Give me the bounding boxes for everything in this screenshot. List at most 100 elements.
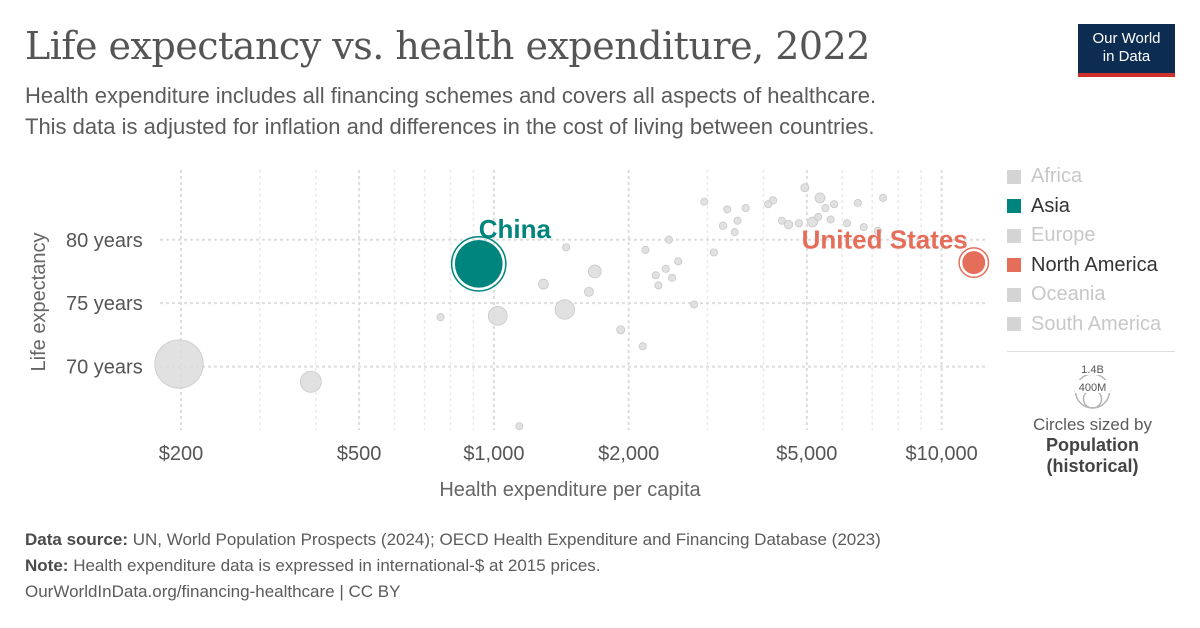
data-point (853, 198, 862, 207)
data-point (690, 300, 699, 309)
size-legend-variable-1[interactable]: Population (1046, 435, 1139, 455)
legend-item-oceania[interactable]: Oceania (1007, 280, 1197, 310)
size-legend-variable-2: (historical) (1046, 456, 1139, 476)
y-tick-label: 70 years (66, 357, 143, 379)
chart-title: Life expectancy vs. health expenditure, … (25, 24, 870, 68)
data-point (674, 257, 683, 266)
data-point (814, 192, 826, 204)
legend-item-asia[interactable]: Asia (1007, 192, 1197, 222)
note-label: Note: (25, 556, 69, 575)
data-point (587, 264, 602, 279)
legend-label-south-america: South America (1031, 312, 1162, 335)
data-point (616, 325, 626, 335)
data-point (154, 339, 204, 389)
data-point (661, 264, 670, 273)
data-point (733, 216, 742, 225)
legend-divider (1007, 351, 1175, 352)
size-legend: 1.4B 400M Circles sized by Population (h… (1015, 360, 1170, 477)
x-tick-label: $500 (337, 443, 382, 465)
data-point (961, 250, 986, 275)
x-tick-label: $10,000 (905, 443, 977, 465)
data-point (487, 306, 508, 326)
data-point (826, 215, 835, 224)
data-point (800, 183, 810, 193)
data-point (515, 422, 524, 431)
data-points (154, 183, 990, 431)
data-point (859, 223, 868, 232)
subtitle-line-1: Health expenditure includes all financin… (25, 83, 877, 108)
source-label: Data source: (25, 530, 128, 549)
data-point (436, 313, 445, 322)
data-point (538, 278, 549, 290)
legend-item-south-america[interactable]: South America (1007, 310, 1197, 340)
data-point (299, 370, 322, 393)
source-line: Data source: UN, World Population Prospe… (25, 527, 881, 553)
legend-swatch-asia (1007, 199, 1021, 214)
data-point (730, 228, 739, 237)
x-tick-label: $200 (159, 443, 204, 465)
data-point (651, 271, 660, 280)
data-point (718, 221, 728, 230)
color-legend: Africa Asia Europe North America Oceania… (1007, 162, 1197, 339)
data-point (777, 216, 786, 225)
data-point (879, 193, 888, 202)
legend-label-asia: Asia (1031, 194, 1070, 217)
x-tick-label: $5,000 (776, 443, 837, 465)
legend-label-north-america: North America (1031, 253, 1158, 276)
data-point (554, 299, 575, 320)
legend-swatch-south-america (1007, 317, 1021, 332)
data-point (821, 204, 830, 213)
data-point (562, 243, 571, 252)
data-point (843, 219, 852, 228)
legend-item-africa[interactable]: Africa (1007, 162, 1197, 192)
size-legend-large-label: 1.4B (1081, 364, 1104, 376)
y-tick-label: 80 years (66, 230, 143, 252)
united-states-label: United States (802, 225, 968, 255)
data-point (873, 226, 882, 235)
note-text: Health expenditure data is expressed in … (73, 556, 601, 575)
data-point (664, 235, 673, 244)
legend-swatch-europe (1007, 228, 1021, 243)
data-point (807, 216, 818, 228)
china-label: China (479, 214, 552, 244)
source-text[interactable]: UN, World Population Prospects (2024); O… (132, 530, 881, 549)
x-axis-title: Health expenditure per capita (439, 479, 701, 501)
legend-label-europe: Europe (1031, 224, 1096, 247)
axis-labels: $200 $500 $1,000 $2,000 $5,000 $10,000 70 year… (28, 214, 978, 501)
data-point (723, 205, 732, 214)
y-axis-title: Life expectancy (28, 233, 50, 372)
owid-logo[interactable]: Our World in Data (1078, 24, 1175, 77)
data-point (638, 342, 647, 351)
data-point (641, 245, 650, 254)
data-point-halo (958, 247, 990, 279)
data-point (654, 281, 663, 290)
data-point (454, 239, 504, 289)
data-point (668, 273, 677, 282)
size-legend-circles-icon: 1.4B 400M (1074, 362, 1111, 409)
legend-label-oceania: Oceania (1031, 283, 1106, 306)
data-point (794, 219, 803, 228)
subtitle-line-2: This data is adjusted for inflation and … (25, 114, 875, 139)
data-point (783, 219, 794, 230)
source-url[interactable]: OurWorldInData.org/financing-healthcare … (25, 582, 401, 601)
grid-lines (160, 170, 985, 430)
data-point (700, 197, 709, 206)
data-point (709, 248, 718, 257)
legend-swatch-oceania (1007, 287, 1021, 302)
scatter-chart: $200 $500 $1,000 $2,000 $5,000 $10,000 70 year… (28, 170, 990, 501)
note-line: Note: Health expenditure data is express… (25, 553, 881, 579)
x-tick-label: $2,000 (598, 443, 659, 465)
logo-line-1: Our World (1092, 30, 1161, 47)
data-point (764, 200, 773, 209)
chart-subtitle: Health expenditure includes all financin… (25, 80, 1025, 142)
data-point (583, 286, 594, 297)
legend-swatch-north-america (1007, 258, 1021, 273)
data-point (814, 212, 823, 221)
x-tick-label: $1,000 (463, 443, 524, 465)
chart-footer: Data source: UN, World Population Prospe… (25, 527, 881, 605)
legend-item-north-america[interactable]: North America (1007, 251, 1197, 281)
data-point (830, 200, 839, 209)
legend-label-africa: Africa (1031, 165, 1083, 188)
legend-item-europe[interactable]: Europe (1007, 221, 1197, 251)
size-legend-small-label: 400M (1079, 382, 1107, 394)
